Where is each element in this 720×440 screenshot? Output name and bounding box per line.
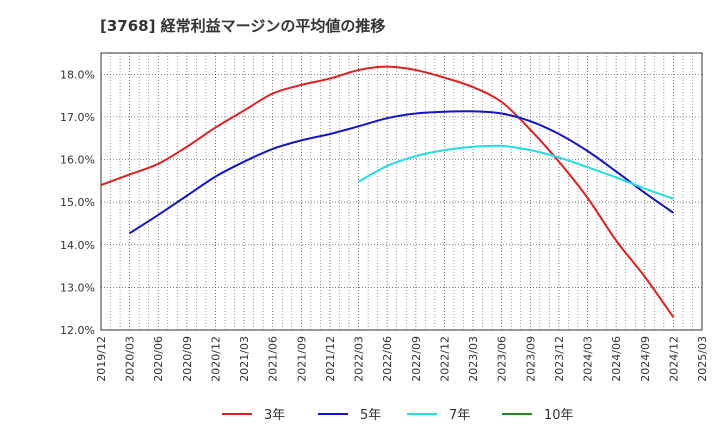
x-tick-label: 2023/03: [467, 336, 480, 382]
x-tick-label: 2022/03: [353, 336, 366, 382]
x-tick-label: 2021/12: [324, 336, 337, 382]
x-tick-label: 2024/09: [639, 336, 652, 382]
y-tick-label: 13.0%: [60, 281, 95, 294]
y-tick-label: 18.0%: [60, 68, 95, 81]
y-tick-label: 14.0%: [60, 239, 95, 252]
legend-label: 3年: [264, 408, 285, 423]
series-line-7年: [358, 144, 674, 200]
y-tick-label: 15.0%: [60, 196, 95, 209]
y-tick-label: 12.0%: [60, 324, 95, 337]
x-tick-label: 2024/06: [610, 336, 623, 382]
legend-label: 5年: [360, 408, 381, 423]
x-axis-ticks: 2019/12 2020/03 2020/06 2020/09 2020/12 2021/…: [95, 336, 709, 382]
series-line-3年: [100, 65, 675, 318]
legend: 3年 5年 7年 10年: [222, 408, 574, 423]
x-tick-label: 2020/09: [181, 336, 194, 382]
x-tick-label: 2021/03: [238, 336, 251, 382]
x-tick-label: 2025/03: [696, 336, 709, 382]
x-tick-label: 2022/06: [381, 336, 394, 382]
x-tick-label: 2020/12: [209, 336, 222, 382]
series-line-5年: [129, 110, 674, 235]
y-tick-label: 17.0%: [60, 111, 95, 124]
grid-lines: [100, 53, 703, 331]
x-tick-label: 2022/09: [410, 336, 423, 382]
x-tick-label: 2024/03: [582, 336, 595, 382]
legend-label: 7年: [449, 408, 470, 423]
legend-label: 10年: [544, 408, 574, 423]
chart-title: [3768] 経常利益マージンの平均値の推移: [100, 17, 385, 35]
series-lines: [100, 65, 675, 318]
x-tick-label: 2023/09: [524, 336, 537, 382]
x-tick-label: 2021/06: [267, 336, 280, 382]
x-tick-label: 2022/12: [438, 336, 451, 382]
x-tick-label: 2021/09: [295, 336, 308, 382]
y-axis-ticks: 12.0% 13.0% 14.0% 15.0% 16.0% 17.0% 18.0%: [60, 68, 95, 337]
plot-area-frame: [100, 52, 703, 331]
x-tick-label: 2023/12: [553, 336, 566, 382]
y-tick-label: 16.0%: [60, 154, 95, 167]
x-tick-label: 2020/03: [124, 336, 137, 382]
x-tick-label: 2024/12: [667, 336, 680, 382]
x-tick-label: 2020/06: [152, 336, 165, 382]
x-tick-label: 2019/12: [95, 336, 108, 382]
x-tick-label: 2023/06: [496, 336, 509, 382]
